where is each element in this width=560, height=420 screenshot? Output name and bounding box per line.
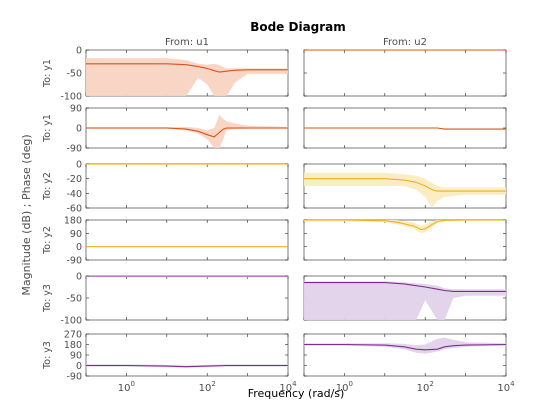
- x-tick-label: 102: [417, 380, 434, 394]
- y-tick-label: -50: [66, 69, 82, 80]
- response-line: [304, 282, 506, 292]
- y-tick-label: 0: [76, 160, 82, 171]
- axes-box-r3-c1: [303, 219, 507, 261]
- y-tick-label: 0: [76, 242, 82, 253]
- series-r1-c0: [86, 114, 288, 148]
- response-line: [304, 343, 506, 351]
- y-tick-label: -100: [60, 316, 82, 327]
- axes-box-r2-c0: [85, 163, 289, 209]
- row-label-5: To: y3: [42, 341, 53, 370]
- y-tick-label: 90: [70, 104, 82, 115]
- response-line: [304, 220, 506, 231]
- chart-title: Bode Diagram: [250, 20, 346, 34]
- confidence-band: [304, 220, 506, 234]
- y-tick-label: 180: [64, 216, 82, 227]
- series-r0-c0: [86, 58, 288, 96]
- series-r3-c0: [86, 246, 288, 248]
- row-label-2: To: y2: [42, 172, 53, 201]
- y-tick-label: -90: [66, 372, 82, 383]
- row-label-3: To: y2: [42, 226, 53, 255]
- y-tick-label: -90: [66, 144, 82, 155]
- series-r1-c1: [304, 127, 506, 130]
- y-axis-label: Magnitude (dB) ; Phase (deg): [20, 134, 33, 295]
- axes-box-r5-c0: [85, 333, 289, 377]
- confidence-band: [304, 172, 506, 208]
- x-tick-label: 100: [336, 380, 353, 394]
- y-tick-label: 0: [76, 361, 82, 372]
- series-r5-c1: [304, 337, 506, 354]
- column-title-u2: From: u2: [383, 37, 427, 48]
- y-tick-label: 270: [64, 330, 82, 341]
- axes-box-r5-c1: [303, 333, 507, 377]
- axes-box-r4-c0: [85, 275, 289, 321]
- confidence-band: [86, 58, 288, 96]
- y-tick-label: 0: [76, 46, 82, 57]
- x-tick-label: 104: [279, 380, 297, 394]
- series-r5-c0: [86, 364, 288, 368]
- y-tick-label: -90: [66, 256, 82, 267]
- x-axis-label: Frequency (rad/s): [248, 387, 345, 400]
- column-title-u1: From: u1: [165, 37, 209, 48]
- y-tick-label: 90: [70, 351, 82, 362]
- series-r2-c1: [304, 172, 506, 208]
- response-line: [86, 63, 288, 73]
- x-tick-label: 100: [118, 380, 135, 394]
- series-r0-c1: [304, 50, 506, 51]
- series-r2-c0: [86, 164, 288, 165]
- row-label-4: To: y3: [42, 284, 53, 313]
- y-tick-label: 180: [64, 340, 82, 351]
- response-line: [86, 364, 288, 368]
- y-tick-label: 90: [70, 229, 82, 240]
- y-tick-label: -60: [66, 204, 82, 215]
- y-tick-label: -40: [66, 189, 82, 200]
- row-label-1: To: y1: [42, 114, 53, 143]
- y-tick-label: -50: [66, 294, 82, 305]
- row-label-0: To: y1: [42, 59, 53, 88]
- confidence-band: [304, 337, 506, 354]
- y-tick-label: -20: [66, 174, 82, 185]
- axes-box-r3-c0: [85, 219, 289, 261]
- axes-box-r0-c1: [303, 49, 507, 97]
- response-line: [304, 178, 506, 192]
- response-line: [86, 127, 288, 138]
- x-tick-label: 102: [199, 380, 216, 394]
- series-r4-c1: [304, 281, 506, 320]
- y-tick-label: 0: [76, 124, 82, 135]
- response-line: [304, 127, 506, 130]
- series-r3-c1: [304, 220, 506, 234]
- y-tick-label: 0: [76, 272, 82, 283]
- x-tick-label: 104: [497, 380, 515, 394]
- y-tick-label: -100: [60, 92, 82, 103]
- series-r4-c0: [86, 276, 288, 278]
